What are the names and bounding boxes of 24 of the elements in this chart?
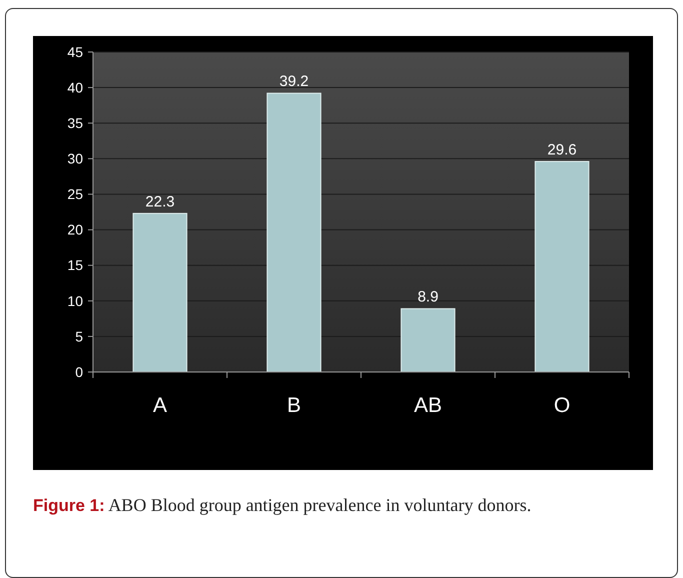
y-tick-label: 25 [67, 186, 84, 202]
y-tick-label: 30 [67, 150, 84, 167]
y-tick-label: 0 [75, 364, 84, 380]
bar [132, 212, 188, 372]
x-tick-label: A [152, 394, 168, 417]
data-label: 29.6 [547, 142, 577, 159]
text: ABO Blood group antigen prevalence in voluntary donors. [107, 495, 532, 515]
y-tick-label: 10 [67, 292, 84, 309]
bar [266, 92, 322, 372]
x-tick-label: O [554, 394, 570, 417]
y-tick-label: 40 [67, 79, 84, 96]
data-label: 22.3 [145, 193, 175, 210]
y-tick-label: 45 [67, 44, 84, 60]
y-tick-label: 35 [67, 115, 84, 132]
caption: Figure 1: [33, 496, 105, 515]
bar [534, 161, 590, 372]
bar [400, 308, 456, 372]
data-label: 8.9 [418, 288, 438, 306]
data-label: 39.2 [279, 73, 309, 90]
y-tick-label: 20 [67, 222, 84, 238]
x-tick-label: AB [414, 394, 442, 417]
x-tick-label: B [286, 394, 302, 417]
y-tick-label: 5 [75, 328, 84, 344]
y-tick-label: 15 [67, 257, 84, 274]
